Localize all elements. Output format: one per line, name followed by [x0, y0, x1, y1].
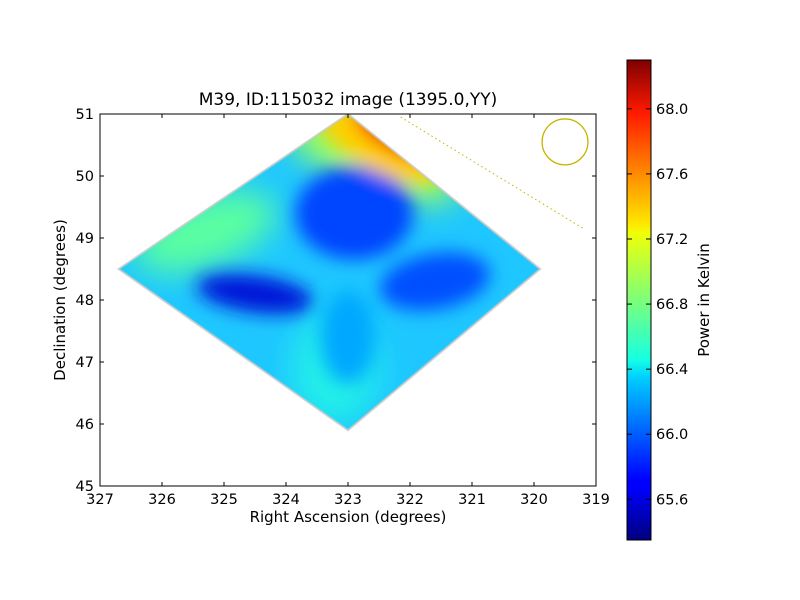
y-tick-label: 49 [76, 231, 94, 247]
y-tick-label: 47 [76, 355, 94, 371]
heatmap-area [116, 114, 589, 432]
chart-title: M39, ID:115032 image (1395.0,YY) [199, 90, 498, 110]
x-tick-label: 322 [396, 492, 424, 508]
x-axis: 327 326 325 324 323 322 321 320 319 [86, 114, 610, 508]
x-tick-label: 326 [148, 492, 176, 508]
heatmap-low-lobe-left [196, 273, 314, 314]
y-axis-label: Declination (degrees) [51, 219, 69, 381]
colorbar-tick-label: 68.0 [656, 102, 688, 118]
heatmap-low-lobe-right [379, 252, 490, 311]
colorbar-tick-label: 65.6 [656, 492, 688, 508]
colorbar-axis: 65.6 66.0 66.4 66.8 67.2 67.6 68.0 [627, 102, 688, 508]
colorbar-label: Power in Kelvin [695, 243, 713, 357]
x-tick-label: 321 [458, 492, 486, 508]
footprint-edge [116, 114, 542, 432]
x-tick-label: 319 [582, 492, 610, 508]
y-tick-label: 48 [76, 293, 94, 309]
y-axis: 45 46 47 48 49 50 51 [76, 107, 596, 495]
heatmap-image [118, 114, 541, 431]
colorbar-tick-label: 67.6 [656, 167, 688, 183]
x-tick-label: 323 [334, 492, 362, 508]
x-tick-label: 325 [210, 492, 238, 508]
y-tick-label: 46 [76, 417, 94, 433]
x-axis-label: Right Ascension (degrees) [250, 508, 447, 526]
y-tick-label: 50 [76, 169, 94, 185]
colorbar-tick-label: 66.8 [656, 297, 688, 313]
beam-circle [541, 118, 589, 166]
colorbar-tick-label: 66.4 [656, 362, 688, 378]
x-tick-label: 320 [520, 492, 548, 508]
heatmap-low-lobe-top [295, 166, 414, 260]
colorbar-tick-label: 66.0 [656, 427, 688, 443]
y-tick-label: 45 [76, 479, 94, 495]
x-tick-label: 327 [86, 492, 114, 508]
colorbar [626, 59, 652, 541]
x-tick-label: 324 [272, 492, 300, 508]
y-tick-label: 51 [76, 107, 94, 123]
colorbar-tick-label: 67.2 [656, 232, 688, 248]
heatmap-low-lobe-bottom [320, 290, 376, 384]
